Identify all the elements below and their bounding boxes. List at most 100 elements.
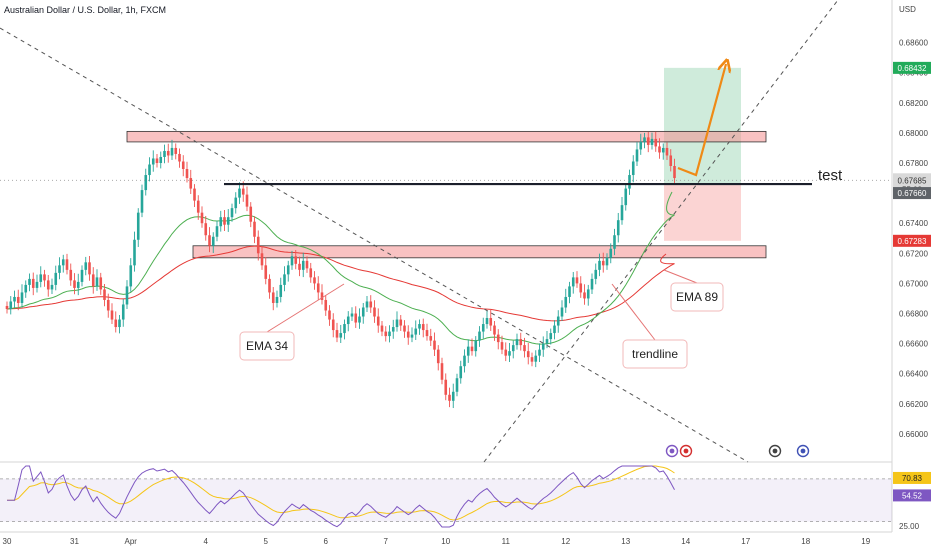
candle[interactable]: [61, 254, 65, 273]
candle[interactable]: [496, 329, 500, 350]
resistance-zone[interactable]: [126, 130, 767, 143]
candle[interactable]: [519, 332, 523, 351]
candle[interactable]: [343, 319, 346, 340]
candle[interactable]: [24, 280, 28, 298]
candle[interactable]: [575, 271, 579, 288]
candle[interactable]: [196, 195, 200, 220]
candle[interactable]: [511, 340, 515, 359]
candle[interactable]: [628, 169, 631, 195]
candle[interactable]: [185, 161, 189, 183]
candle[interactable]: [234, 192, 238, 214]
candle[interactable]: [631, 155, 635, 183]
candle[interactable]: [35, 274, 39, 293]
candle[interactable]: [598, 253, 601, 277]
candle[interactable]: [358, 308, 361, 329]
candle[interactable]: [204, 215, 208, 241]
candle[interactable]: [594, 263, 598, 285]
candle[interactable]: [646, 131, 650, 153]
candle[interactable]: [601, 252, 605, 273]
candle[interactable]: [376, 308, 380, 333]
rsi-pane[interactable]: [0, 462, 892, 532]
candle[interactable]: [301, 252, 305, 278]
candle[interactable]: [406, 325, 410, 345]
ema-89-line[interactable]: [6, 245, 675, 322]
rsi-ma-line[interactable]: [7, 465, 675, 521]
candle[interactable]: [208, 227, 211, 253]
candle[interactable]: [508, 343, 511, 362]
support-zone[interactable]: [192, 245, 767, 259]
candle[interactable]: [455, 373, 459, 397]
candle[interactable]: [181, 155, 185, 177]
ema-34-line[interactable]: [6, 214, 675, 345]
candle[interactable]: [395, 311, 399, 332]
candle[interactable]: [230, 203, 234, 222]
candle[interactable]: [440, 357, 444, 385]
candle[interactable]: [523, 337, 526, 358]
candle[interactable]: [9, 296, 13, 315]
candle[interactable]: [579, 276, 583, 298]
candle[interactable]: [121, 299, 125, 327]
candle[interactable]: [616, 212, 620, 243]
candle[interactable]: [140, 184, 144, 218]
ema-89-callout[interactable]: EMA 89: [663, 269, 724, 312]
candle[interactable]: [290, 250, 294, 270]
candle[interactable]: [590, 273, 594, 294]
candle[interactable]: [95, 269, 99, 291]
candle[interactable]: [429, 328, 433, 347]
candle[interactable]: [384, 326, 388, 342]
candle[interactable]: [305, 256, 309, 273]
candle[interactable]: [669, 149, 673, 172]
candle[interactable]: [106, 293, 110, 318]
candle[interactable]: [354, 306, 358, 328]
candle[interactable]: [339, 324, 343, 344]
projection-arrow[interactable]: [677, 64, 726, 177]
candle[interactable]: [481, 317, 485, 339]
candle[interactable]: [103, 284, 106, 307]
candle[interactable]: [500, 335, 504, 355]
candle[interactable]: [466, 339, 470, 363]
candle[interactable]: [451, 383, 455, 409]
candle[interactable]: [88, 256, 91, 281]
candle[interactable]: [365, 296, 369, 313]
candle[interactable]: [170, 139, 174, 160]
candle[interactable]: [478, 326, 481, 347]
candle[interactable]: [658, 138, 661, 159]
candle[interactable]: [166, 143, 170, 163]
ascending-trendline[interactable]: [483, 0, 839, 463]
candle[interactable]: [459, 360, 463, 384]
candle[interactable]: [560, 300, 564, 322]
candle[interactable]: [264, 257, 268, 285]
candle[interactable]: [418, 319, 421, 335]
candle[interactable]: [46, 274, 50, 297]
candle[interactable]: [346, 311, 350, 332]
candle[interactable]: [474, 336, 478, 357]
candle[interactable]: [436, 345, 440, 371]
candle[interactable]: [73, 273, 76, 295]
candle[interactable]: [151, 150, 155, 172]
candle[interactable]: [673, 158, 676, 185]
candle[interactable]: [399, 315, 403, 331]
candle[interactable]: [118, 315, 121, 334]
candle[interactable]: [410, 327, 414, 343]
candle[interactable]: [571, 271, 575, 294]
candle[interactable]: [586, 284, 590, 306]
candle[interactable]: [624, 184, 628, 211]
candle[interactable]: [215, 220, 219, 242]
candle[interactable]: [320, 284, 324, 305]
candle[interactable]: [133, 231, 136, 272]
candle[interactable]: [391, 319, 395, 339]
candle[interactable]: [373, 300, 376, 323]
trendline-callout[interactable]: trendline: [611, 283, 688, 369]
candle[interactable]: [620, 197, 624, 225]
candle[interactable]: [28, 273, 31, 292]
candle[interactable]: [335, 322, 339, 343]
candle[interactable]: [639, 133, 643, 155]
candle[interactable]: [178, 148, 181, 168]
candle[interactable]: [223, 209, 226, 232]
candle[interactable]: [534, 350, 538, 368]
candle[interactable]: [144, 168, 148, 196]
candle[interactable]: [350, 307, 354, 322]
candle[interactable]: [654, 131, 658, 152]
candle[interactable]: [493, 321, 496, 341]
candle[interactable]: [268, 274, 271, 299]
